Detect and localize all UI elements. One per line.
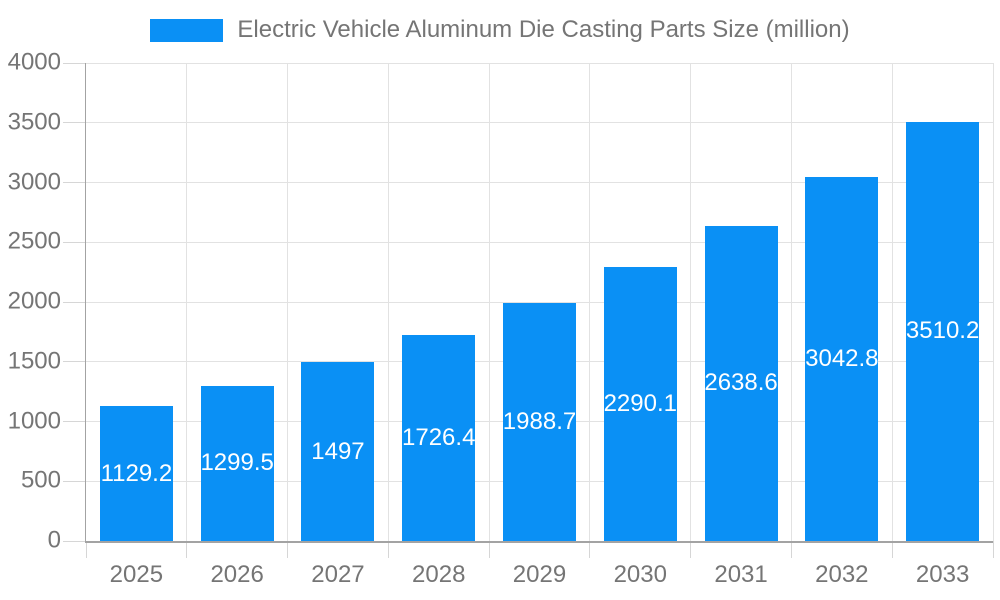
x-gridline — [690, 63, 692, 541]
plot-area: 0 500 1000 1500 2000 2500 3000 3500 4000 1129.2 20… — [8, 48, 994, 588]
x-axis-tick — [690, 541, 692, 558]
bar-value-label: 1726.4 — [402, 423, 476, 451]
bar-2028[interactable] — [402, 334, 476, 541]
y-axis-tick — [63, 540, 86, 542]
bar-2027[interactable] — [301, 362, 375, 541]
bar-value-label: 2638.6 — [704, 369, 778, 397]
x-gridline — [186, 63, 188, 541]
bar-2031[interactable] — [704, 225, 778, 541]
y-gridline — [86, 122, 993, 124]
x-axis-label: 2033 — [915, 561, 970, 588]
y-gridline — [86, 241, 993, 243]
y-gridline — [86, 301, 993, 303]
x-axis-label: 2025 — [109, 561, 164, 588]
x-axis-label: 2026 — [210, 561, 264, 588]
legend-label[interactable]: Electric Vehicle Aluminum Die Casting Pa… — [237, 16, 850, 43]
bar-value-label: 1988.7 — [502, 408, 577, 436]
y-axis-tick — [63, 480, 86, 482]
x-axis-tick — [186, 541, 188, 558]
bar-value-label: 3510.2 — [905, 317, 980, 345]
y-axis-tick — [63, 122, 86, 124]
y-axis-tick — [63, 182, 86, 183]
y-axis-label: 500 — [20, 466, 61, 494]
x-gridline — [387, 63, 389, 541]
bar-value-label: 1299.5 — [200, 449, 274, 477]
x-gridline — [287, 63, 289, 541]
bar-2030[interactable] — [603, 267, 677, 541]
y-axis-label: 1500 — [7, 347, 61, 375]
x-axis-tick — [891, 541, 893, 558]
x-axis-label: 2031 — [714, 561, 768, 588]
x-axis-label: 2029 — [512, 561, 567, 588]
chart-legend[interactable]: Electric Vehicle Aluminum Die Casting Pa… — [0, 16, 1000, 44]
x-axis-label: 2028 — [412, 561, 466, 588]
x-gridline — [488, 63, 490, 541]
bar-value-label: 2290.1 — [603, 390, 677, 418]
y-axis-label: 1000 — [7, 406, 61, 434]
bar-2029[interactable] — [503, 303, 576, 541]
x-axis-tick — [488, 541, 490, 558]
y-axis-tick — [63, 421, 86, 422]
x-axis-tick — [85, 541, 87, 558]
y-axis-line — [84, 63, 86, 541]
bar-value-label: 3042.8 — [805, 345, 879, 373]
y-axis-tick — [63, 361, 86, 363]
x-gridline — [790, 63, 792, 541]
x-axis-label: 2030 — [613, 561, 667, 588]
y-axis-label: 3500 — [7, 108, 61, 136]
y-axis-label: 2500 — [7, 227, 61, 255]
x-axis-tick — [589, 541, 591, 558]
y-axis-tick — [63, 301, 86, 303]
bar-2026[interactable] — [200, 385, 274, 541]
bar-value-label: 1129.2 — [100, 459, 173, 487]
x-axis-line — [84, 541, 993, 543]
x-axis-tick — [287, 541, 289, 558]
y-axis-label: 0 — [47, 526, 61, 554]
bar-value-label: 1497 — [311, 437, 365, 465]
y-axis-tick — [63, 62, 86, 64]
y-axis-label: 3000 — [7, 167, 61, 195]
legend-swatch[interactable] — [150, 18, 224, 42]
bar-2033[interactable] — [906, 121, 980, 541]
bar-2032[interactable] — [805, 177, 879, 541]
x-axis-tick — [992, 541, 994, 558]
bar-2025[interactable] — [99, 406, 173, 541]
y-gridline — [86, 182, 993, 183]
y-axis-tick — [63, 241, 86, 243]
y-gridline — [86, 62, 993, 64]
x-axis-tick — [387, 541, 389, 558]
x-gridline — [589, 63, 591, 541]
x-axis-label: 2032 — [815, 561, 869, 588]
y-axis-label: 2000 — [7, 287, 61, 315]
x-axis-label: 2027 — [311, 561, 365, 588]
x-axis-tick — [790, 541, 792, 558]
x-gridline — [891, 63, 893, 541]
x-gridline — [992, 63, 994, 541]
y-axis-label: 4000 — [7, 48, 61, 76]
